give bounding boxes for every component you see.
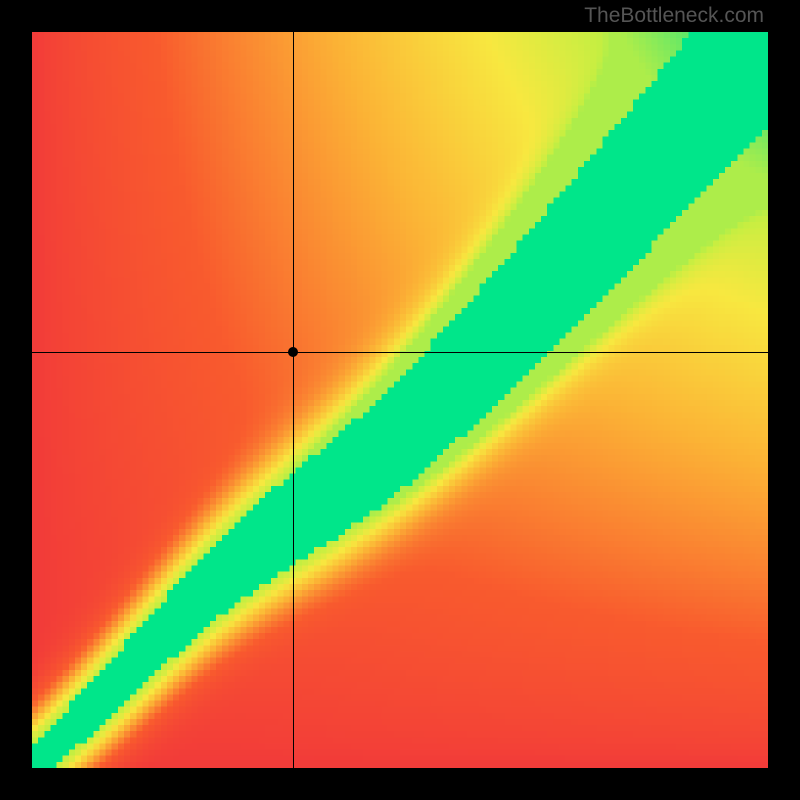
crosshair-vertical	[293, 32, 294, 768]
heatmap-canvas	[32, 32, 768, 768]
crosshair-horizontal	[32, 352, 768, 353]
selection-marker-dot	[288, 347, 298, 357]
watermark-text: TheBottleneck.com	[584, 4, 764, 28]
bottleneck-heatmap-chart	[32, 32, 768, 768]
